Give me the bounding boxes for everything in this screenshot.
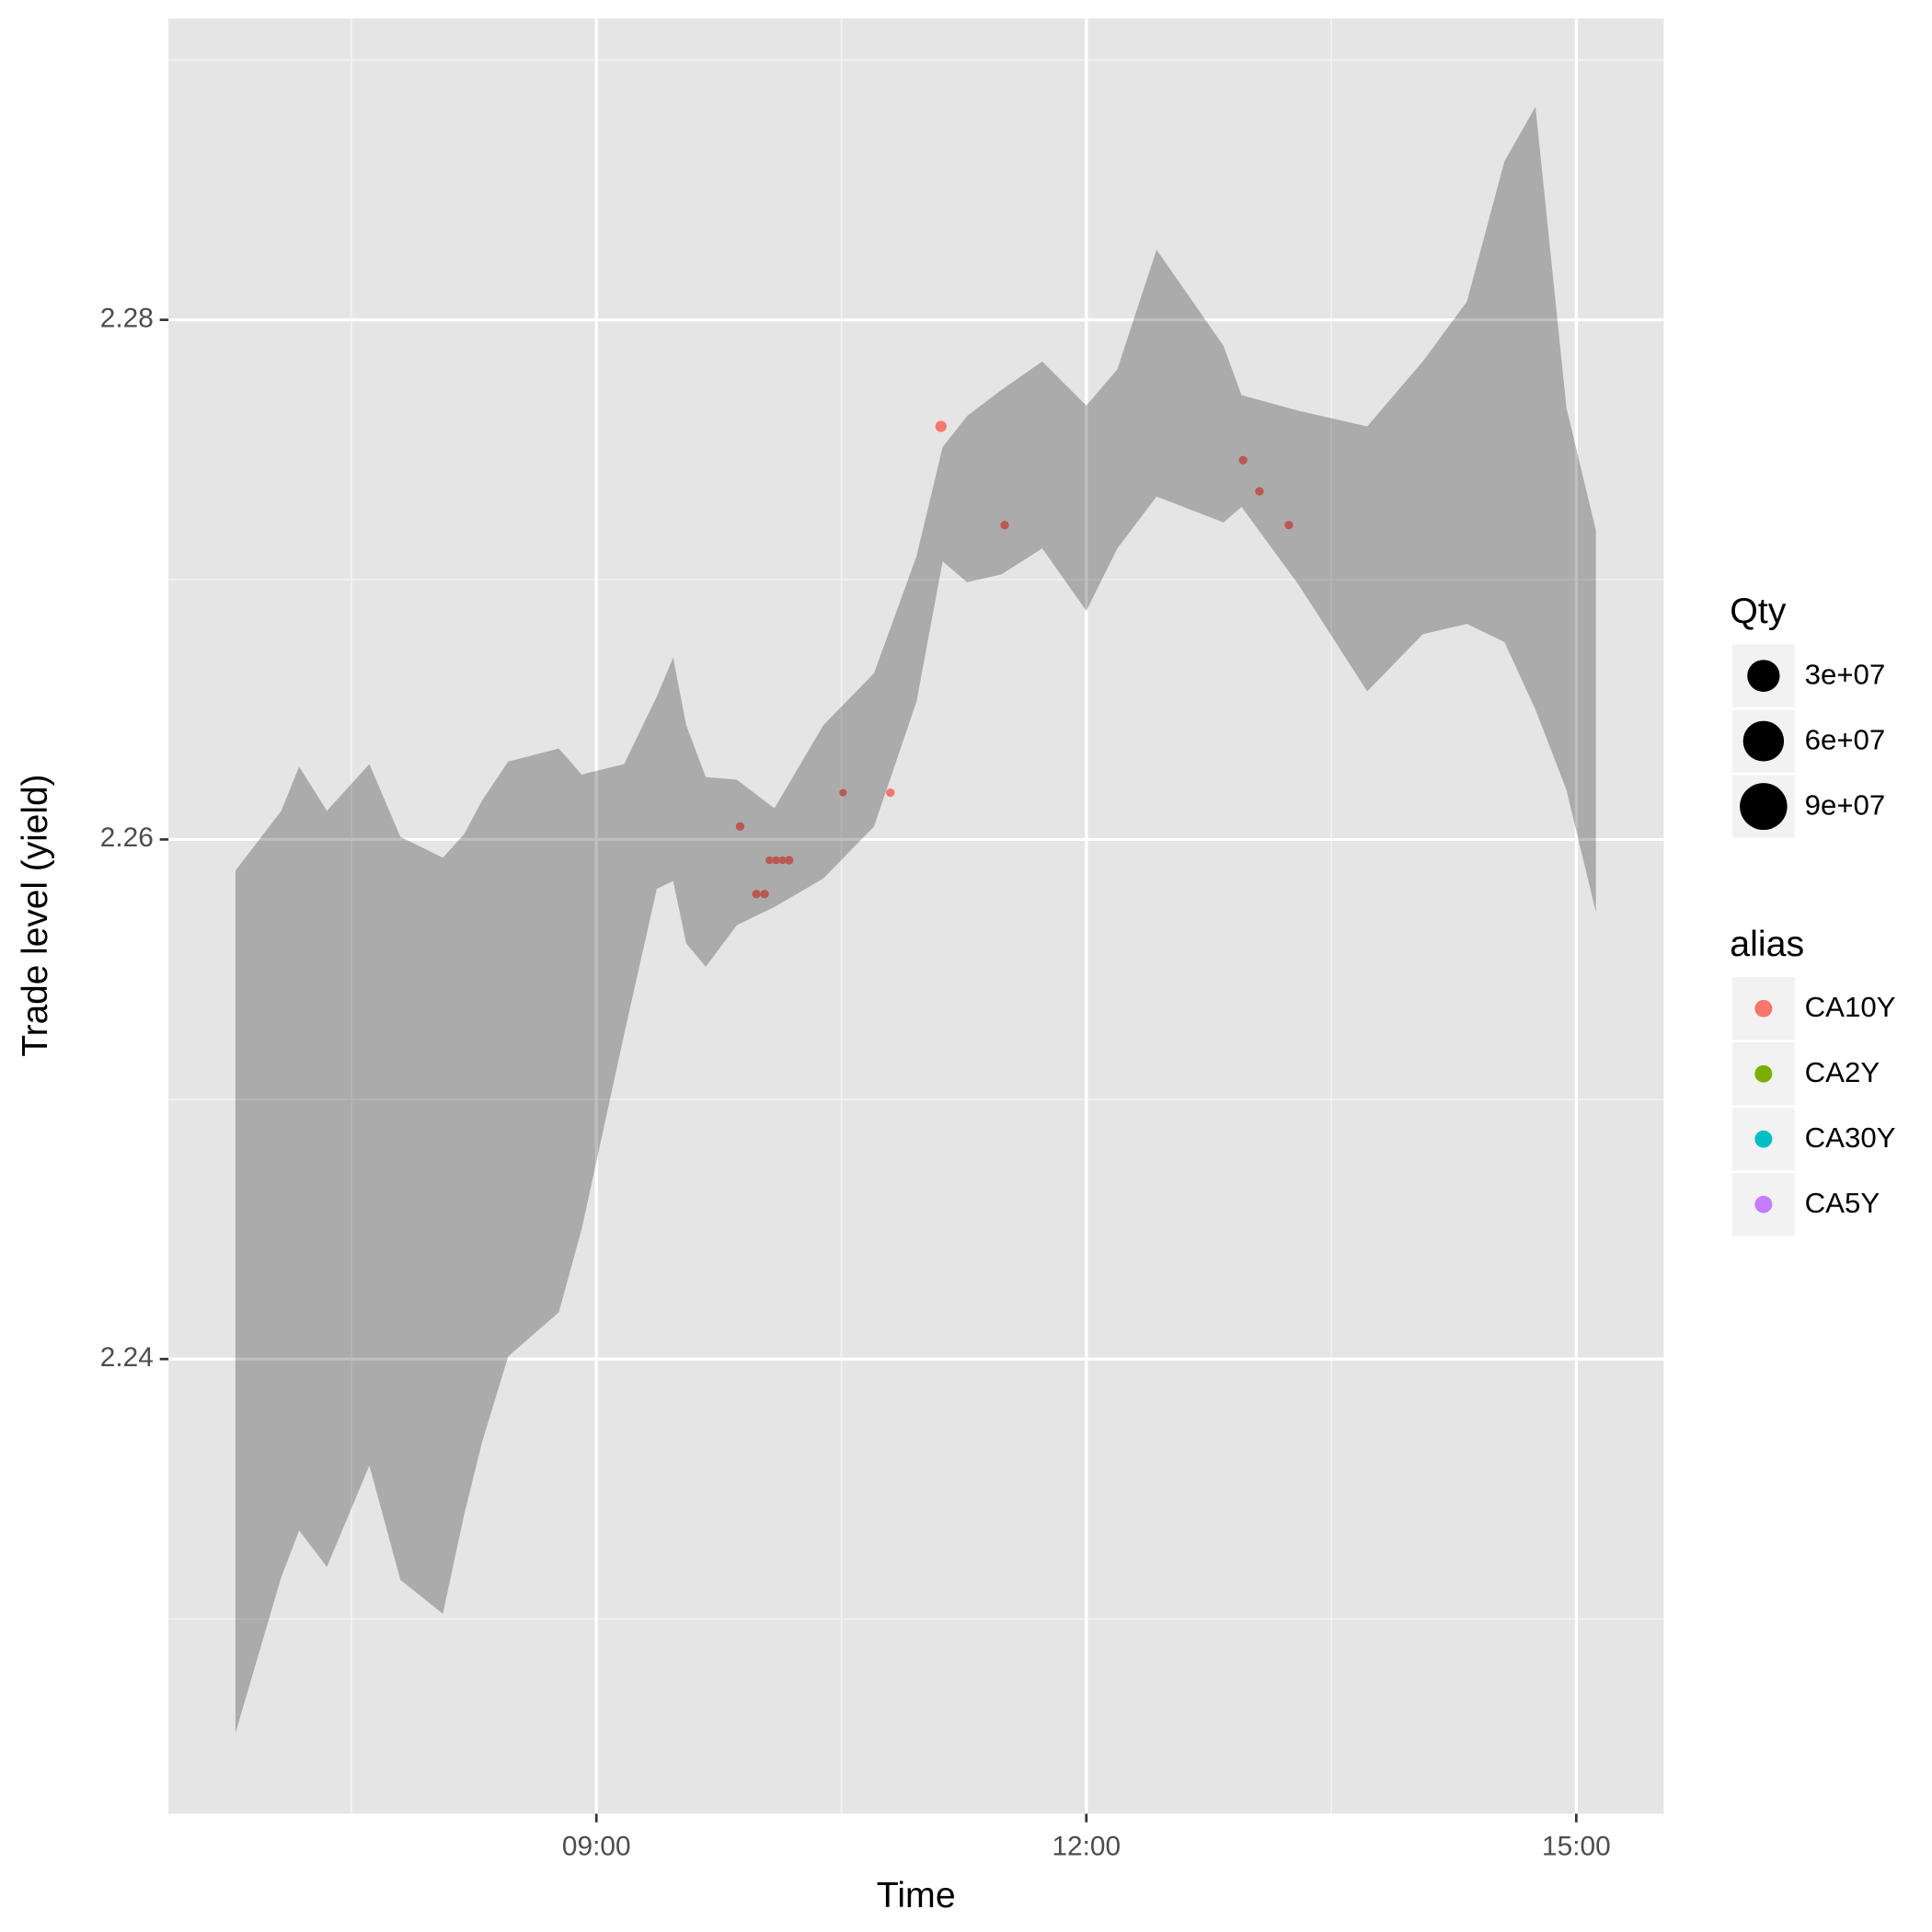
panel-background [168,18,1664,1814]
grid [168,18,1664,1814]
point [772,856,780,865]
legend-label: 3e+07 [1805,659,1886,691]
y-tick-label: 2.26 [100,822,154,853]
size-legend-title: Qty [1730,592,1787,631]
point [735,822,745,831]
legend-label: 6e+07 [1805,724,1886,756]
legend-size-marker [1742,720,1785,762]
color-legend-title: alias [1730,925,1804,964]
point [785,856,794,865]
x-axis-title: Time [877,1876,956,1915]
point [1238,455,1248,465]
x-tick-label: 12:00 [1052,1832,1121,1862]
point [1000,521,1009,530]
point [839,788,847,797]
x-tick-label: 15:00 [1542,1832,1611,1862]
point [935,420,947,432]
point [760,890,769,899]
point [778,856,787,865]
legend: 3e+07 6e+07 9e+07 CA10Y CA2Y CA30Y CA5Y [1731,644,1896,1236]
legend-color-marker [1754,1064,1773,1083]
legend-color-marker [1754,1130,1773,1148]
legend-label: 9e+07 [1805,789,1886,822]
axes: 09:00 12:00 15:00 2.24 2.26 2.28 [100,304,1611,1862]
y-tick-label: 2.28 [100,304,154,334]
legend-label: CA30Y [1805,1121,1896,1154]
point [752,890,761,899]
y-tick-label: 2.24 [100,1342,154,1373]
legend-label: CA10Y [1805,991,1896,1023]
ribbon-layer [235,107,1596,1733]
x-tick-label: 09:00 [562,1832,631,1862]
legend-size-marker [1747,660,1780,693]
point [1284,521,1294,530]
y-axis-title: Trade level (yield) [16,775,55,1057]
points [735,420,1294,899]
legend-label: CA5Y [1805,1187,1880,1219]
legend-size-marker [1740,783,1788,831]
legend-label: CA2Y [1805,1056,1880,1088]
ribbon [235,107,1596,1733]
legend-color-marker [1754,999,1773,1018]
point [886,788,895,798]
legend-color-marker [1754,1195,1773,1213]
point [765,856,774,865]
point [1255,487,1264,496]
